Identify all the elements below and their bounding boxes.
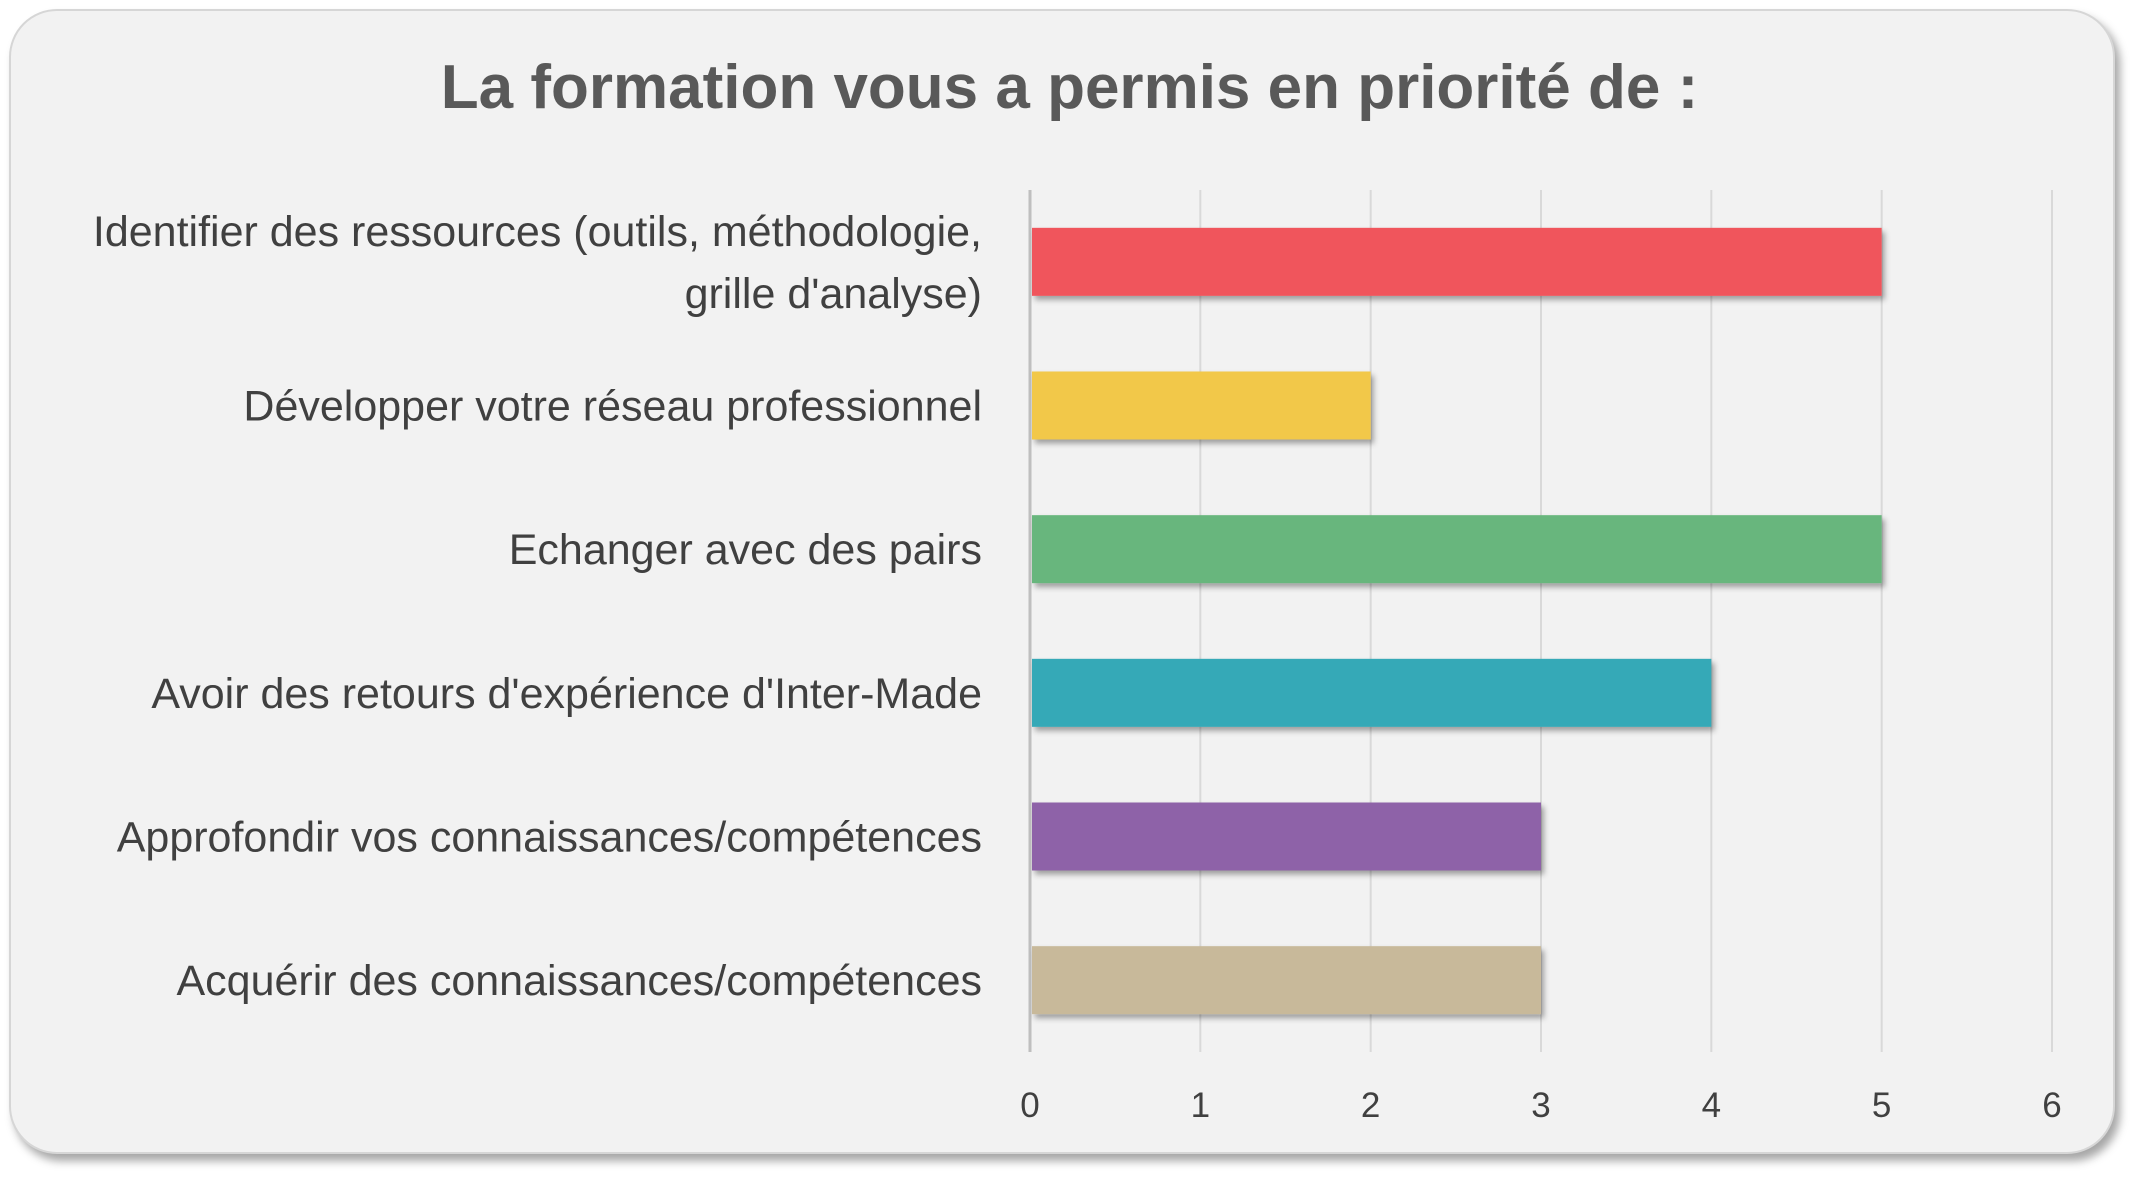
category-label-line: Acquérir des connaissances/compétences	[177, 957, 983, 1005]
bar	[1032, 658, 1712, 727]
bars	[1032, 227, 1882, 1015]
category-label-line: Identifier des ressources (outils, métho…	[93, 208, 982, 256]
x-tick-label: 5	[1872, 1086, 1891, 1125]
category-label: Identifier des ressources (outils, métho…	[93, 208, 982, 318]
category-label: Développer votre réseau professionnel	[243, 383, 982, 431]
chart-title: La formation vous a permis en priorité d…	[440, 53, 1699, 122]
x-tick-label: 1	[1191, 1086, 1210, 1125]
bar	[1032, 371, 1371, 440]
gridlines	[1028, 190, 2053, 1052]
x-tick-label: 2	[1361, 1086, 1380, 1125]
x-tick-label: 3	[1531, 1086, 1550, 1125]
category-labels: Identifier des ressources (outils, métho…	[93, 208, 982, 1005]
category-label: Acquérir des connaissances/compétences	[177, 957, 983, 1005]
category-label: Approfondir vos connaissances/compétence…	[117, 814, 982, 862]
category-label-line: Avoir des retours d'expérience d'Inter-M…	[151, 670, 982, 718]
category-label: Echanger avec des pairs	[509, 526, 982, 574]
x-axis-ticks: 0 1 2 3 4 5 6	[1020, 1086, 2061, 1125]
category-label-line: Développer votre réseau professionnel	[243, 383, 982, 431]
category-label-line: Approfondir vos connaissances/compétence…	[117, 814, 982, 862]
category-label: Avoir des retours d'expérience d'Inter-M…	[151, 670, 982, 718]
x-tick-label: 4	[1702, 1086, 1721, 1125]
category-label-line: Echanger avec des pairs	[509, 526, 982, 574]
x-tick-label: 6	[2042, 1086, 2061, 1125]
bar	[1032, 515, 1882, 584]
x-tick-label: 0	[1020, 1086, 1039, 1125]
bar	[1032, 946, 1541, 1015]
bar	[1032, 802, 1541, 871]
bar	[1032, 227, 1882, 296]
category-label-line: grille d'analyse)	[685, 270, 982, 318]
